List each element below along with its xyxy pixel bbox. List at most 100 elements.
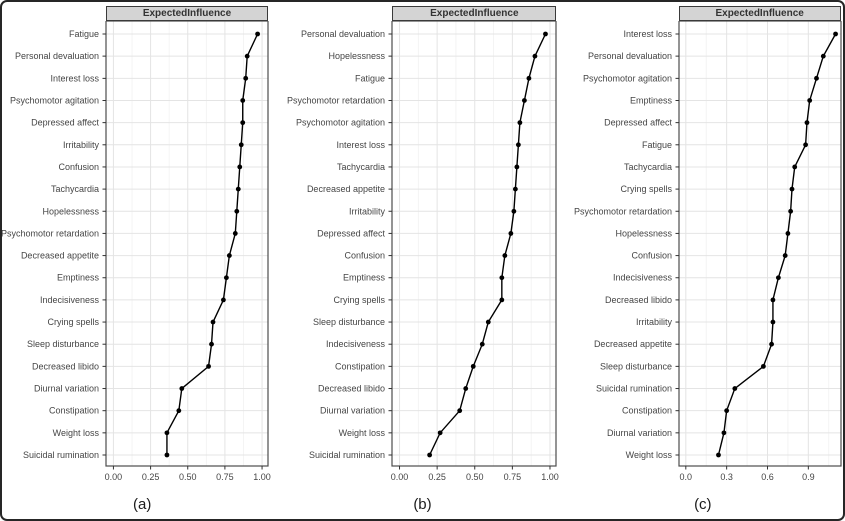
y-axis-label: Fatigue [355,73,385,83]
x-axis-tick-label: 0.9 [802,472,815,482]
y-axis-label: Tachycardia [337,162,385,172]
data-point [499,275,505,281]
y-axis-label: Sleep disturbance [27,339,99,349]
data-point [457,408,463,414]
y-axis-label: Psychomotor retardation [287,95,385,105]
x-axis-labels: 0.0 0.3 0.6 0.9 [679,466,814,482]
y-axis-label: Interest loss [337,140,386,150]
data-point [221,297,226,303]
data-point [802,142,808,148]
y-axis-label: Decreased libido [605,295,672,305]
x-axis-tick-label: 0.25 [429,472,447,482]
data-point [164,430,170,436]
facet-panel-b: ExpectedInfluence Personal devaluation Ho… [282,2,562,519]
data-point [770,319,775,325]
plot-panel-b: Personal devaluation Hopelessness Fatigue P… [287,21,560,482]
y-axis-label: Hopelessness [615,228,672,238]
x-axis-tick-label: 0.6 [761,472,774,482]
data-point [813,75,819,81]
y-axis-labels: Fatigue Personal devaluation Interest loss… [2,29,106,460]
data-point [782,253,788,258]
x-axis-tick-label: 1.00 [542,472,560,482]
y-axis-label: Diurnal variation [320,406,385,416]
data-point [532,53,538,59]
data-point [427,452,433,458]
y-axis-label: Psychomotor retardation [2,228,99,238]
y-axis-label: Decreased libido [32,361,99,371]
y-axis-label: Irritability [63,140,100,150]
data-point [768,341,774,347]
data-point [238,142,244,148]
y-axis-label: Irritability [349,206,386,216]
data-point [223,275,229,281]
plot-panel-a: Fatigue Personal devaluation Interest loss… [2,21,271,482]
data-point [244,53,250,59]
y-axis-label: Crying spells [47,317,99,327]
y-axis-label: Weight loss [625,450,672,460]
data-point [789,186,795,192]
y-axis-label: Suicidal rumination [23,450,99,460]
grid-rows [106,33,268,456]
y-axis-label: Decreased appetite [594,339,672,349]
data-point [522,98,528,103]
data-point [770,297,775,303]
grid-major [399,21,551,466]
data-point [235,186,241,192]
data-point [164,452,170,458]
grid-rows [678,33,841,456]
data-point [517,120,523,126]
y-axis-label: Confusion [345,251,386,261]
data-point [480,341,486,347]
x-axis-tick-label: 0.75 [504,472,522,482]
data-point [760,363,766,369]
facet-strip-b: ExpectedInfluence [392,6,557,21]
grid-minor [705,21,829,466]
y-axis-label: Personal devaluation [301,29,385,39]
data-points [427,31,549,458]
data-point [508,231,514,236]
data-point [502,253,508,258]
y-axis-label: Decreased libido [318,384,385,394]
data-point [820,53,826,59]
y-axis-label: Emptiness [343,273,386,283]
data-point [514,164,520,170]
y-axis-label: Depressed affect [31,118,99,128]
y-axis-label: Constipation [49,406,99,416]
data-point [723,408,729,414]
facet-strip-label: ExpectedInfluence [430,8,519,19]
data-point [732,386,737,391]
x-axis-tick-label: 0.25 [142,472,160,482]
x-axis-tick-label: 0.00 [105,472,123,482]
data-point [176,408,182,414]
y-axis-label: Emptiness [630,95,673,105]
y-axis-label: Hopelessness [42,206,99,216]
data-point [179,386,185,391]
data-point [775,275,781,281]
data-point [209,341,214,347]
y-axis-label: Constipation [335,361,385,371]
y-axis-labels: Interest loss Personal devaluation Psychom… [574,29,679,460]
y-axis-label: Confusion [631,251,672,261]
data-point [206,363,211,369]
panel-background [678,21,841,466]
y-axis-label: Psychomotor agitation [10,95,99,105]
data-point [721,430,726,436]
data-point [240,120,246,126]
profile-line [429,33,547,456]
y-axis-label: Indecisiveness [40,295,100,305]
x-axis-tick-label: 1.00 [253,472,271,482]
y-axis-label: Tachycardia [51,184,99,194]
x-axis-tick-label: 0.0 [679,472,692,482]
data-point [832,31,838,37]
facet-strip-a: ExpectedInfluence [106,6,268,21]
y-axis-label: Suicidal rumination [309,450,385,460]
facet-caption-b: (b) [413,496,432,513]
data-point [486,319,492,325]
y-axis-label: Interest loss [623,29,672,39]
data-point [516,142,522,148]
y-axis-label: Tachycardia [624,162,672,172]
y-axis-label: Crying spells [334,295,386,305]
data-point [240,98,246,103]
data-point [255,31,260,37]
